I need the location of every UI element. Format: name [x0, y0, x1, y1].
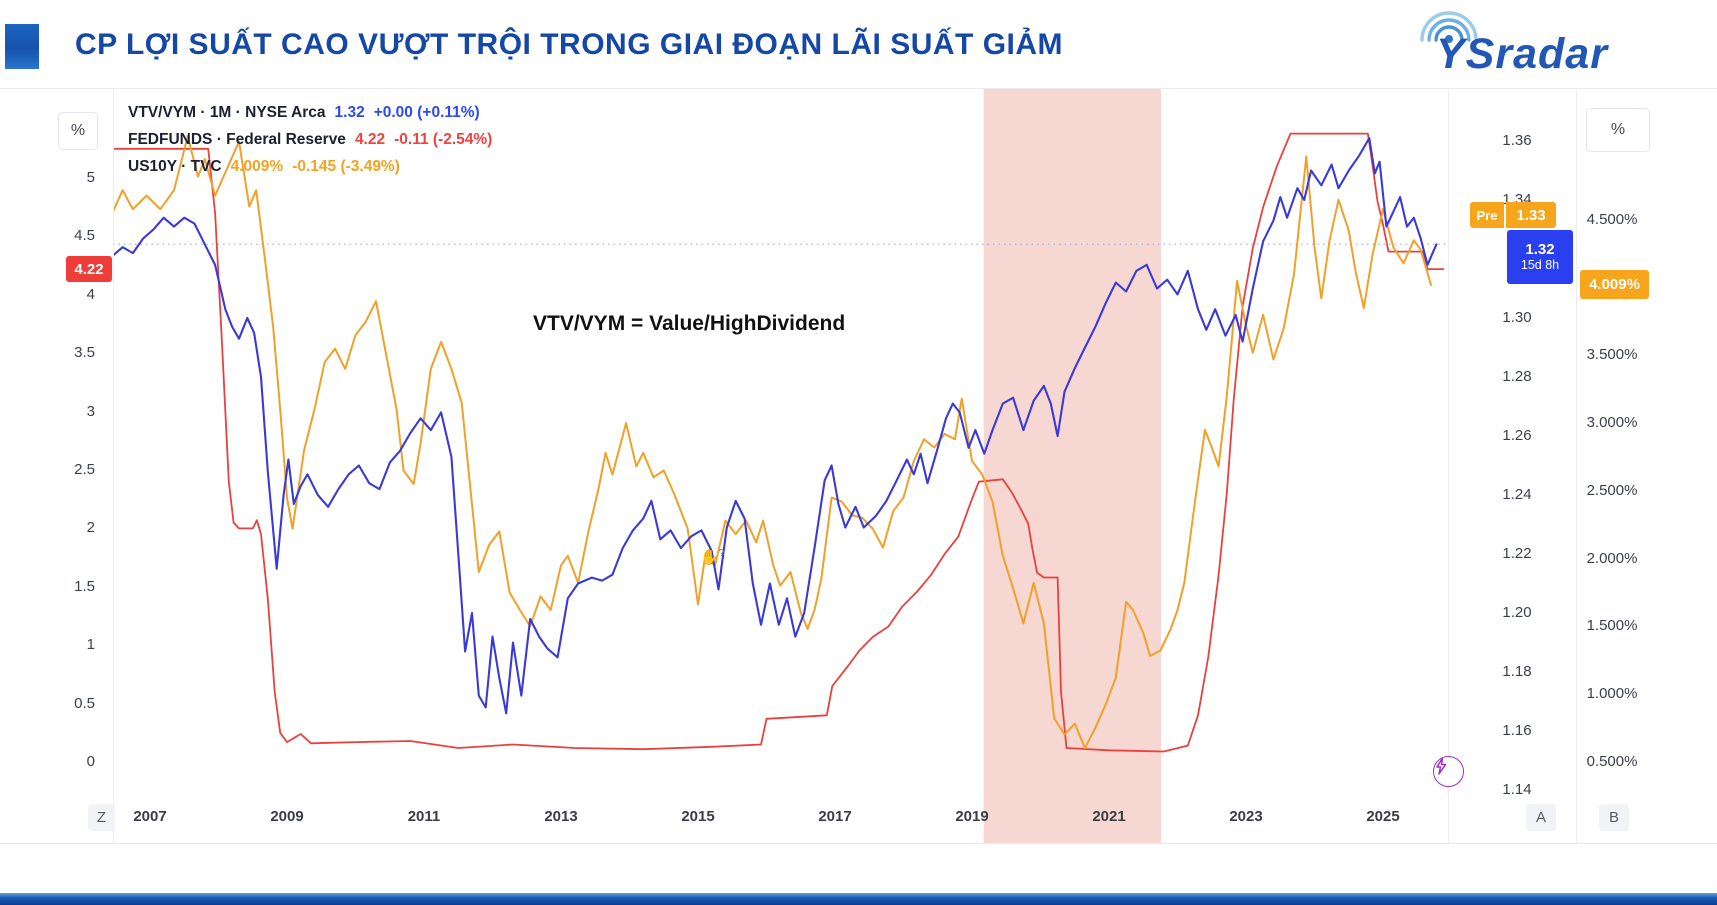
left-axis-tick: 3 [86, 402, 95, 420]
left-axis-tick: 1.5 [74, 577, 95, 595]
ratio-axis-tick: 1.30 [1502, 309, 1532, 326]
ratio-axis-tick: 1.16 [1502, 722, 1532, 739]
bottom-accent-bar [0, 893, 1717, 905]
series-line-us10y [113, 135, 1432, 750]
legend-value: 4.22 [354, 131, 386, 148]
header-bar: CP LỢI SUẤT CAO VƯỢT TRỘI TRONG GIAI ĐOẠ… [0, 0, 1717, 88]
legend-symbol: FEDFUNDS · Federal Reserve [128, 131, 346, 148]
premarket-value-badge: 1.33 [1506, 202, 1556, 228]
premarket-tag-badge: Pre [1470, 202, 1504, 228]
ratio-axis-tick: 1.20 [1502, 604, 1532, 621]
time-axis-tick: 2017 [818, 808, 852, 825]
timezone-button[interactable]: Z [88, 804, 115, 831]
time-axis-tick: 2015 [681, 808, 715, 825]
countdown-timer: 15d 8h [1520, 258, 1560, 273]
percent-axis-tick: 3.000% [1586, 414, 1638, 432]
us10y-price-badge: 4.009% [1580, 270, 1649, 299]
ratio-axis-tick: 1.26 [1502, 427, 1532, 444]
last-price-value: 1.32 [1525, 241, 1555, 259]
legend-value: 4.009% [230, 158, 284, 175]
series-line-vtv-vym [113, 137, 1438, 715]
scale-a-button[interactable]: A [1526, 804, 1556, 831]
legend-value: 1.32 [334, 104, 365, 121]
fedfunds-price-badge: 4.22 [66, 256, 112, 282]
ratio-axis-tick: 1.36 [1502, 132, 1532, 149]
plot-area[interactable] [112, 89, 1448, 843]
legend-value: -0.11 (-2.54%) [394, 131, 493, 148]
legend-item[interactable]: US10Y · TVC 4.009% -0.145 (-3.49%) [128, 158, 492, 185]
page-title: CP LỢI SUẤT CAO VƯỢT TRỘI TRONG GIAI ĐOẠ… [75, 28, 1064, 61]
time-axis-tick: 2021 [1092, 808, 1126, 825]
left-axis-tick: 4.5 [74, 227, 95, 245]
percent-axis-tick: 2.500% [1586, 481, 1638, 499]
left-axis-unit-button[interactable]: % [58, 112, 98, 150]
legend-value: -0.145 (-3.49%) [292, 158, 400, 175]
time-axis-tick: 2009 [270, 808, 304, 825]
time-axis-tick: 2023 [1229, 808, 1263, 825]
ratio-axis-tick: 1.18 [1502, 663, 1532, 680]
instant-order-button[interactable] [1433, 756, 1464, 787]
ratio-axis-tick: 1.14 [1502, 781, 1532, 798]
percent-axis-tick: 2.000% [1586, 549, 1638, 567]
left-axis-tick: 2.5 [74, 461, 95, 478]
logo-text: YSradar [1436, 30, 1608, 78]
legend-symbol: VTV/VYM · 1M · NYSE Arca [128, 104, 326, 121]
left-axis-tick: 0 [86, 753, 95, 770]
left-axis-tick: 4 [86, 285, 95, 303]
time-axis-tick: 2011 [407, 808, 441, 825]
left-axis-tick: 0.5 [74, 694, 95, 712]
time-axis-tick: 2007 [133, 808, 167, 825]
percent-axis-tick: 0.500% [1586, 752, 1638, 770]
percent-axis-tick: 4.500% [1586, 211, 1638, 228]
ysradar-logo: YSradar [1398, 6, 1710, 82]
chart-legend: VTV/VYM · 1M · NYSE Arca 1.32 +0.00 (+0.11… [128, 104, 492, 185]
percent-axis-tick: 3.500% [1586, 346, 1638, 364]
series-line-fedfunds [113, 132, 1445, 753]
right-scale-divider [1448, 89, 1449, 843]
time-axis-tick: 2019 [955, 808, 989, 825]
percent-axis-tick: 1.500% [1586, 617, 1638, 635]
rate-cut-highlight-band [983, 89, 1162, 843]
right-scale-divider-2 [1576, 89, 1577, 843]
ratio-axis-tick: 1.24 [1502, 486, 1532, 503]
legend-symbol: US10Y · TVC [128, 158, 222, 175]
legend-item[interactable]: VTV/VYM · 1M · NYSE Arca 1.32 +0.00 (+0.11… [128, 104, 492, 131]
ratio-axis-tick: 1.22 [1502, 545, 1532, 562]
left-axis-tick: 3.5 [74, 344, 95, 362]
lightning-icon [1436, 757, 1447, 775]
percent-axis-tick: 1.000% [1586, 684, 1638, 702]
left-axis-tick: 1 [86, 636, 95, 654]
legend-item[interactable]: FEDFUNDS · Federal Reserve 4.22 -0.11 (-2.… [128, 131, 492, 158]
scale-b-button[interactable]: B [1599, 804, 1629, 831]
ratio-axis-tick: 1.28 [1502, 368, 1532, 385]
radar-arcs-icon [1420, 11, 1478, 43]
left-scale-divider [113, 89, 114, 843]
xaxis-divider [0, 843, 1717, 844]
hand-cursor-icon: ✋? [700, 548, 725, 566]
legend-value: +0.00 (+0.11%) [373, 104, 480, 121]
time-axis-tick: 2025 [1366, 808, 1400, 825]
left-axis-tick: 5 [86, 169, 95, 186]
header-divider [0, 88, 1717, 89]
left-axis-tick: 2 [86, 519, 95, 537]
last-price-badge: 1.32 15d 8h [1507, 230, 1573, 284]
right-axis-unit-button[interactable]: % [1586, 108, 1650, 152]
chart-annotation: VTV/VYM = Value/HighDividend [533, 312, 846, 335]
time-axis-tick: 2013 [544, 808, 578, 825]
brand-square [5, 24, 39, 69]
